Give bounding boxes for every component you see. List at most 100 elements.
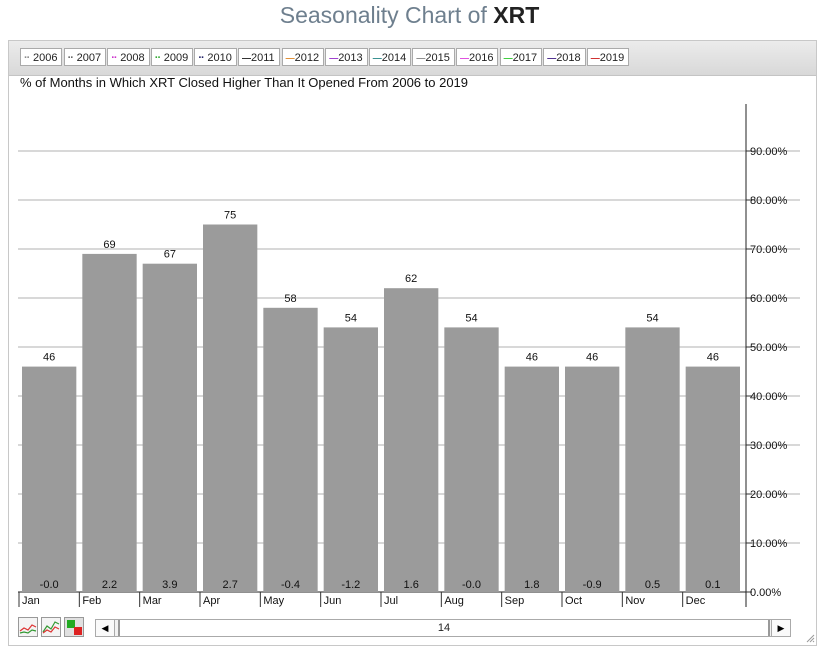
x-tick-label: May [263,595,284,607]
legend-item-2014[interactable]: —2014 [368,48,412,66]
legend-swatch-icon: — [372,53,382,63]
x-tick-label: Aug [444,595,464,607]
legend-label: 2009 [163,52,189,64]
legend-item-2012[interactable]: —2012 [281,48,325,66]
scroll-right-arrow[interactable]: ▶ [771,620,790,636]
legend-label: 2019 [599,52,625,64]
legend-item-2016[interactable]: —2016 [456,48,499,66]
legend-swatch-icon: — [547,53,556,63]
legend-item-2010[interactable]: ·· 2010 [194,48,237,66]
bar-jun [323,327,378,592]
legend-swatch-icon: ·· [154,52,161,64]
bar-bottom-label: 2.2 [102,579,117,591]
bar-oct [565,366,620,592]
legend-bar: ·· 2006 ·· 2007 ·· 2008 ·· 2009 ·· 2010 —2011 —2012… [9,41,816,76]
bar-feb [82,253,137,592]
bar-value-label: 75 [224,210,236,222]
legend-item-2011[interactable]: —2011 [238,48,280,66]
y-tick-label: 60.00% [750,293,788,305]
bar-bottom-label: 1.6 [404,579,419,591]
legend-swatch-icon: — [460,53,469,63]
legend-label: 2017 [512,52,538,64]
x-tick-label: Feb [82,595,101,607]
bar-mar [142,263,197,592]
bar-chart-icon[interactable] [64,617,84,637]
bar-bottom-label: -0.4 [281,579,300,591]
bar-value-label: 54 [465,312,477,324]
y-tick-label: 90.00% [750,146,788,158]
multi-line-chart-icon[interactable] [41,617,61,637]
legend-item-2017[interactable]: —2017 [499,48,543,66]
x-tick-label: Dec [686,595,706,607]
bar-value-label: 54 [345,312,357,324]
bar-bottom-label: 0.1 [705,579,720,591]
bar-bottom-label: 1.8 [524,579,539,591]
bar-value-label: 54 [646,312,658,324]
legend-item-2015[interactable]: —2015 [412,48,455,66]
legend-item-2007[interactable]: ·· 2007 [63,48,107,66]
legend-swatch-icon: — [590,53,600,63]
legend-swatch-icon: ·· [111,52,117,64]
bar-value-label: 58 [284,293,296,305]
bar-value-label: 67 [164,249,176,261]
legend-label: 2018 [556,52,581,64]
legend-item-2009[interactable]: ·· 2009 [150,48,194,66]
bar-aug [444,327,499,592]
legend-item-2019[interactable]: —2019 [586,48,630,66]
x-tick-label: Jan [22,595,40,607]
legend-label: 2012 [294,52,320,64]
legend-label: 2015 [425,52,450,64]
x-tick-label: Oct [565,595,582,607]
bar-bottom-label: -1.2 [341,579,360,591]
legend-swatch-icon: — [503,53,513,63]
legend-label: 2006 [33,52,58,64]
x-tick-label: Nov [625,595,645,607]
x-tick-label: Apr [203,595,220,607]
time-scrollbar[interactable]: ◀ 14 ▶ [95,619,791,637]
legend-label: 2016 [469,52,494,64]
legend-label: 2011 [251,52,275,64]
bar-value-label: 46 [526,352,538,364]
bar-bottom-label: 0.5 [645,579,660,591]
legend-label: 2010 [207,52,232,64]
bar-bottom-label: 3.9 [162,579,177,591]
legend-label: 2014 [381,52,407,64]
x-tick-label: Mar [143,595,162,607]
legend-item-2018[interactable]: —2018 [543,48,586,66]
bar-value-label: 62 [405,273,417,285]
y-tick-label: 0.00% [750,587,781,599]
y-tick-label: 80.00% [750,195,788,207]
chart-subtitle: % of Months in Which XRT Closed Higher T… [20,75,469,90]
bar-bottom-label: -0.9 [583,579,602,591]
scroll-left-arrow[interactable]: ◀ [96,620,115,636]
legend-swatch-icon: ·· [24,52,30,64]
scroll-thumb[interactable]: 14 [118,620,770,636]
legend-item-2008[interactable]: ·· 2008 [107,48,150,66]
legend-label: 2007 [76,52,102,64]
y-tick-label: 70.00% [750,244,788,256]
y-tick-label: 50.00% [750,342,788,354]
bar-sep [504,366,559,592]
x-tick-label: Sep [505,595,525,607]
resize-grip-icon[interactable] [805,633,815,643]
bar-dec [685,366,740,592]
bar-bottom-label: -0.0 [462,579,481,591]
chart-title: Seasonality Chart of XRT [0,0,819,32]
bar-value-label: 46 [707,352,719,364]
legend-label: 2013 [338,52,363,64]
title-symbol: XRT [493,2,540,28]
legend-item-2006[interactable]: ·· 2006 [20,48,63,66]
legend-label: 2008 [120,52,145,64]
legend-swatch-icon: — [416,53,425,63]
bar-apr [203,224,258,592]
bar-value-label: 46 [43,352,55,364]
line-chart-icon[interactable] [18,617,38,637]
bar-jan [22,366,77,592]
legend-item-2013[interactable]: —2013 [325,48,368,66]
bar-nov [625,327,680,592]
legend-swatch-icon: — [285,53,295,63]
x-tick-label: Jun [324,595,342,607]
x-tick-label: Jul [384,595,398,607]
y-tick-label: 30.00% [750,440,788,452]
